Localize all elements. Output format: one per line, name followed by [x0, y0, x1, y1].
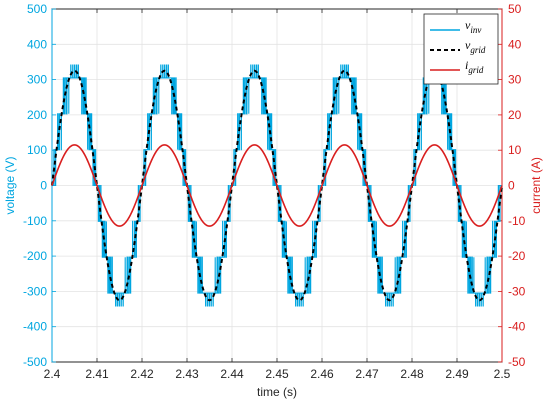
x-tick-label: 2.42	[130, 367, 154, 381]
x-tick-label: 2.46	[310, 367, 334, 381]
legend-box	[423, 13, 499, 85]
y-left-tick-label: -100	[23, 214, 47, 228]
legend: vinv vgrid igrid	[423, 13, 499, 85]
y-left-tick-label: -400	[23, 320, 47, 334]
y-axis-right-title: current (A)	[529, 157, 543, 214]
legend-main: v	[465, 18, 471, 32]
y-right-tick-label: 20	[508, 108, 522, 122]
y-left-tick-label: 500	[27, 2, 47, 16]
legend-subscript: inv	[470, 25, 481, 35]
x-tick-label: 2.49	[445, 367, 469, 381]
x-tick-label: 2.44	[220, 367, 244, 381]
tick-labels: 2.4 2.41 2.42 2.43 2.44 2.45 2.46 2.47 2.48 2.49 2…	[23, 2, 526, 381]
y-left-tick-label: 200	[27, 108, 47, 122]
legend-subscript: grid	[468, 65, 484, 75]
x-tick-label: 2.4	[44, 367, 61, 381]
legend-subscript: grid	[470, 45, 486, 55]
legend-entry-i-grid: igrid	[465, 58, 484, 75]
x-tick-label: 2.45	[265, 367, 289, 381]
legend-entry-v-grid: vgrid	[465, 38, 486, 55]
series-line-i-grid	[51, 144, 503, 227]
y-right-tick-label: -20	[508, 249, 526, 263]
y-right-tick-label: 40	[508, 37, 522, 51]
y-right-tick-label: -30	[508, 284, 526, 298]
y-left-tick-label: -200	[23, 249, 47, 263]
series-line-v-grid	[51, 69, 503, 302]
y-right-tick-label: 10	[508, 143, 522, 157]
x-tick-label: 2.5	[494, 367, 511, 381]
y-right-tick-label: -50	[508, 355, 526, 369]
x-tick-label: 2.41	[85, 367, 109, 381]
y-right-tick-label: 50	[508, 2, 522, 16]
y-right-tick-label: 0	[508, 179, 515, 193]
y-left-tick-label: 0	[40, 179, 47, 193]
y-right-tick-label: -10	[508, 214, 526, 228]
y-left-tick-label: -500	[23, 355, 47, 369]
y-left-tick-label: 100	[27, 143, 47, 157]
y-axis-left-title: voltage (V)	[3, 156, 17, 214]
x-axis-title: time (s)	[257, 385, 297, 399]
legend-main: v	[465, 38, 471, 52]
x-tick-label: 2.48	[400, 367, 424, 381]
y-left-tick-label: 300	[27, 73, 47, 87]
y-left-tick-label: -300	[23, 284, 47, 298]
legend-main: i	[465, 58, 468, 72]
y-right-tick-label: -40	[508, 320, 526, 334]
y-right-tick-label: 30	[508, 73, 522, 87]
x-tick-label: 2.43	[175, 367, 199, 381]
y-left-tick-label: 400	[27, 37, 47, 51]
x-tick-label: 2.47	[355, 367, 379, 381]
legend-entry-v-inv: vinv	[465, 18, 481, 35]
